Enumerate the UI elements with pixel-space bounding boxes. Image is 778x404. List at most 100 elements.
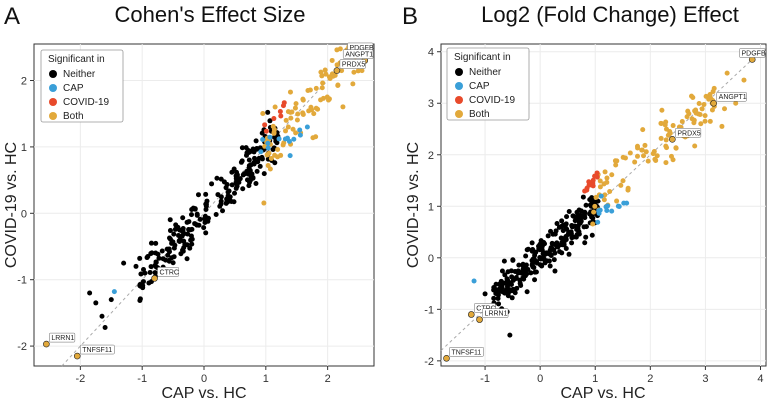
x-tick-label: 2 — [325, 373, 331, 385]
data-point-covid-19 — [592, 173, 598, 179]
data-point-both — [673, 145, 679, 151]
data-point-both — [332, 72, 338, 78]
data-point-neither — [239, 145, 245, 151]
data-point-both — [592, 203, 598, 209]
data-point-both — [597, 184, 603, 190]
data-point-both — [313, 105, 319, 111]
data-point-neither — [167, 235, 173, 241]
data-point-neither — [532, 252, 538, 258]
x-tick-label: -1 — [480, 373, 490, 385]
data-point-neither — [194, 212, 200, 218]
data-point-both — [339, 68, 345, 74]
data-point-neither — [577, 215, 583, 221]
data-point-neither — [197, 216, 203, 222]
data-point-neither — [250, 175, 256, 181]
gene-label-box — [716, 91, 747, 102]
data-point-neither — [254, 168, 260, 174]
gene-label-box — [449, 347, 484, 357]
data-point-neither — [515, 270, 521, 276]
data-point-both — [698, 121, 704, 127]
data-point-both — [634, 153, 640, 159]
data-point-neither — [185, 231, 191, 237]
data-point-neither — [121, 260, 127, 266]
data-point-neither — [510, 257, 516, 263]
gene-label-tnfsf11: TNFSF11 — [452, 349, 482, 356]
data-point-both — [640, 127, 646, 133]
ticks-b: -1 0 1 2 3 4 -2 -1 0 1 2 3 4 — [424, 47, 763, 385]
data-point-both — [597, 178, 603, 184]
data-point-neither — [491, 295, 497, 301]
data-point-neither — [192, 206, 198, 212]
data-point-neither — [93, 300, 99, 306]
data-point-neither — [503, 279, 509, 285]
data-point-cap — [598, 193, 604, 199]
data-point-neither — [218, 176, 224, 182]
data-point-neither — [583, 202, 589, 208]
data-point-neither — [517, 280, 523, 286]
data-point-neither — [236, 179, 242, 185]
data-point-neither — [166, 249, 172, 255]
data-point-neither — [566, 208, 572, 214]
gene-label-prdx5: PRDX5 — [342, 62, 365, 69]
data-point-neither — [578, 208, 584, 214]
data-point-neither — [523, 262, 529, 268]
data-point-neither — [153, 240, 159, 246]
data-point-both — [268, 156, 274, 162]
data-point-both — [614, 158, 620, 164]
data-point-neither — [213, 211, 219, 217]
data-point-neither — [188, 237, 194, 243]
data-point-both — [604, 179, 610, 185]
chart-title-b: Log2 (Fold Change) Effect — [481, 2, 739, 27]
data-point-neither — [493, 281, 499, 287]
data-point-both — [711, 85, 717, 91]
data-point-neither — [152, 270, 158, 276]
data-point-covid-19 — [262, 122, 268, 128]
data-point-neither — [253, 138, 259, 144]
data-point-both — [722, 106, 728, 112]
labeled-point — [710, 99, 717, 107]
data-point-neither — [267, 118, 273, 124]
data-point-neither — [547, 263, 553, 269]
data-point-neither — [238, 159, 244, 165]
gene-label-box — [342, 49, 374, 59]
data-point-neither — [571, 213, 577, 219]
data-point-both — [707, 118, 713, 124]
data-point-cap — [287, 153, 293, 159]
data-point-both — [266, 150, 272, 156]
data-point-neither — [108, 297, 114, 303]
y-tick-label: 2 — [21, 76, 27, 88]
data-point-neither — [559, 250, 565, 256]
x-axis-label-a: CAP vs. HC — [161, 385, 246, 402]
data-point-cap — [265, 140, 271, 146]
y-tick-label: -1 — [17, 275, 27, 287]
data-point-both — [643, 149, 649, 155]
data-point-both — [327, 76, 333, 82]
data-point-both — [340, 104, 346, 110]
gene-label-lrrn1: LRRN1 — [51, 335, 74, 342]
data-point-neither — [499, 268, 505, 274]
data-point-neither — [177, 239, 183, 245]
data-point-cap — [596, 210, 602, 216]
data-point-covid-19 — [271, 116, 277, 122]
data-point-both — [634, 143, 640, 149]
data-point-neither — [563, 245, 569, 251]
data-point-neither — [563, 225, 569, 231]
labeled-point — [333, 67, 341, 74]
y-tick-label: 3 — [428, 98, 434, 110]
data-point-neither — [178, 251, 184, 257]
data-point-neither — [225, 189, 231, 195]
y-tick-label: 0 — [428, 253, 434, 265]
data-point-both — [719, 123, 725, 129]
data-point-both — [593, 194, 599, 200]
data-point-neither — [524, 289, 530, 295]
y-tick-label: 2 — [428, 150, 434, 162]
data-point-both — [293, 130, 299, 136]
data-point-both — [602, 169, 608, 175]
data-point-both — [313, 134, 319, 140]
labeled-point — [73, 352, 81, 360]
data-point-both — [285, 124, 291, 130]
data-point-both — [639, 147, 645, 153]
data-point-both — [664, 145, 670, 151]
gene-label-prdx5: PRDX5 — [677, 130, 700, 137]
data-point-neither — [159, 248, 165, 254]
